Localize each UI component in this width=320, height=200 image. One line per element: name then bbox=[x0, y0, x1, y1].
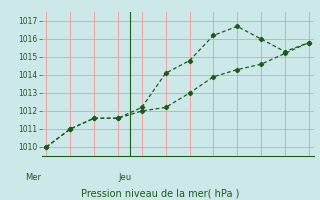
Text: Mer: Mer bbox=[26, 173, 42, 182]
Text: Pression niveau de la mer( hPa ): Pression niveau de la mer( hPa ) bbox=[81, 188, 239, 198]
Text: Jeu: Jeu bbox=[118, 173, 132, 182]
